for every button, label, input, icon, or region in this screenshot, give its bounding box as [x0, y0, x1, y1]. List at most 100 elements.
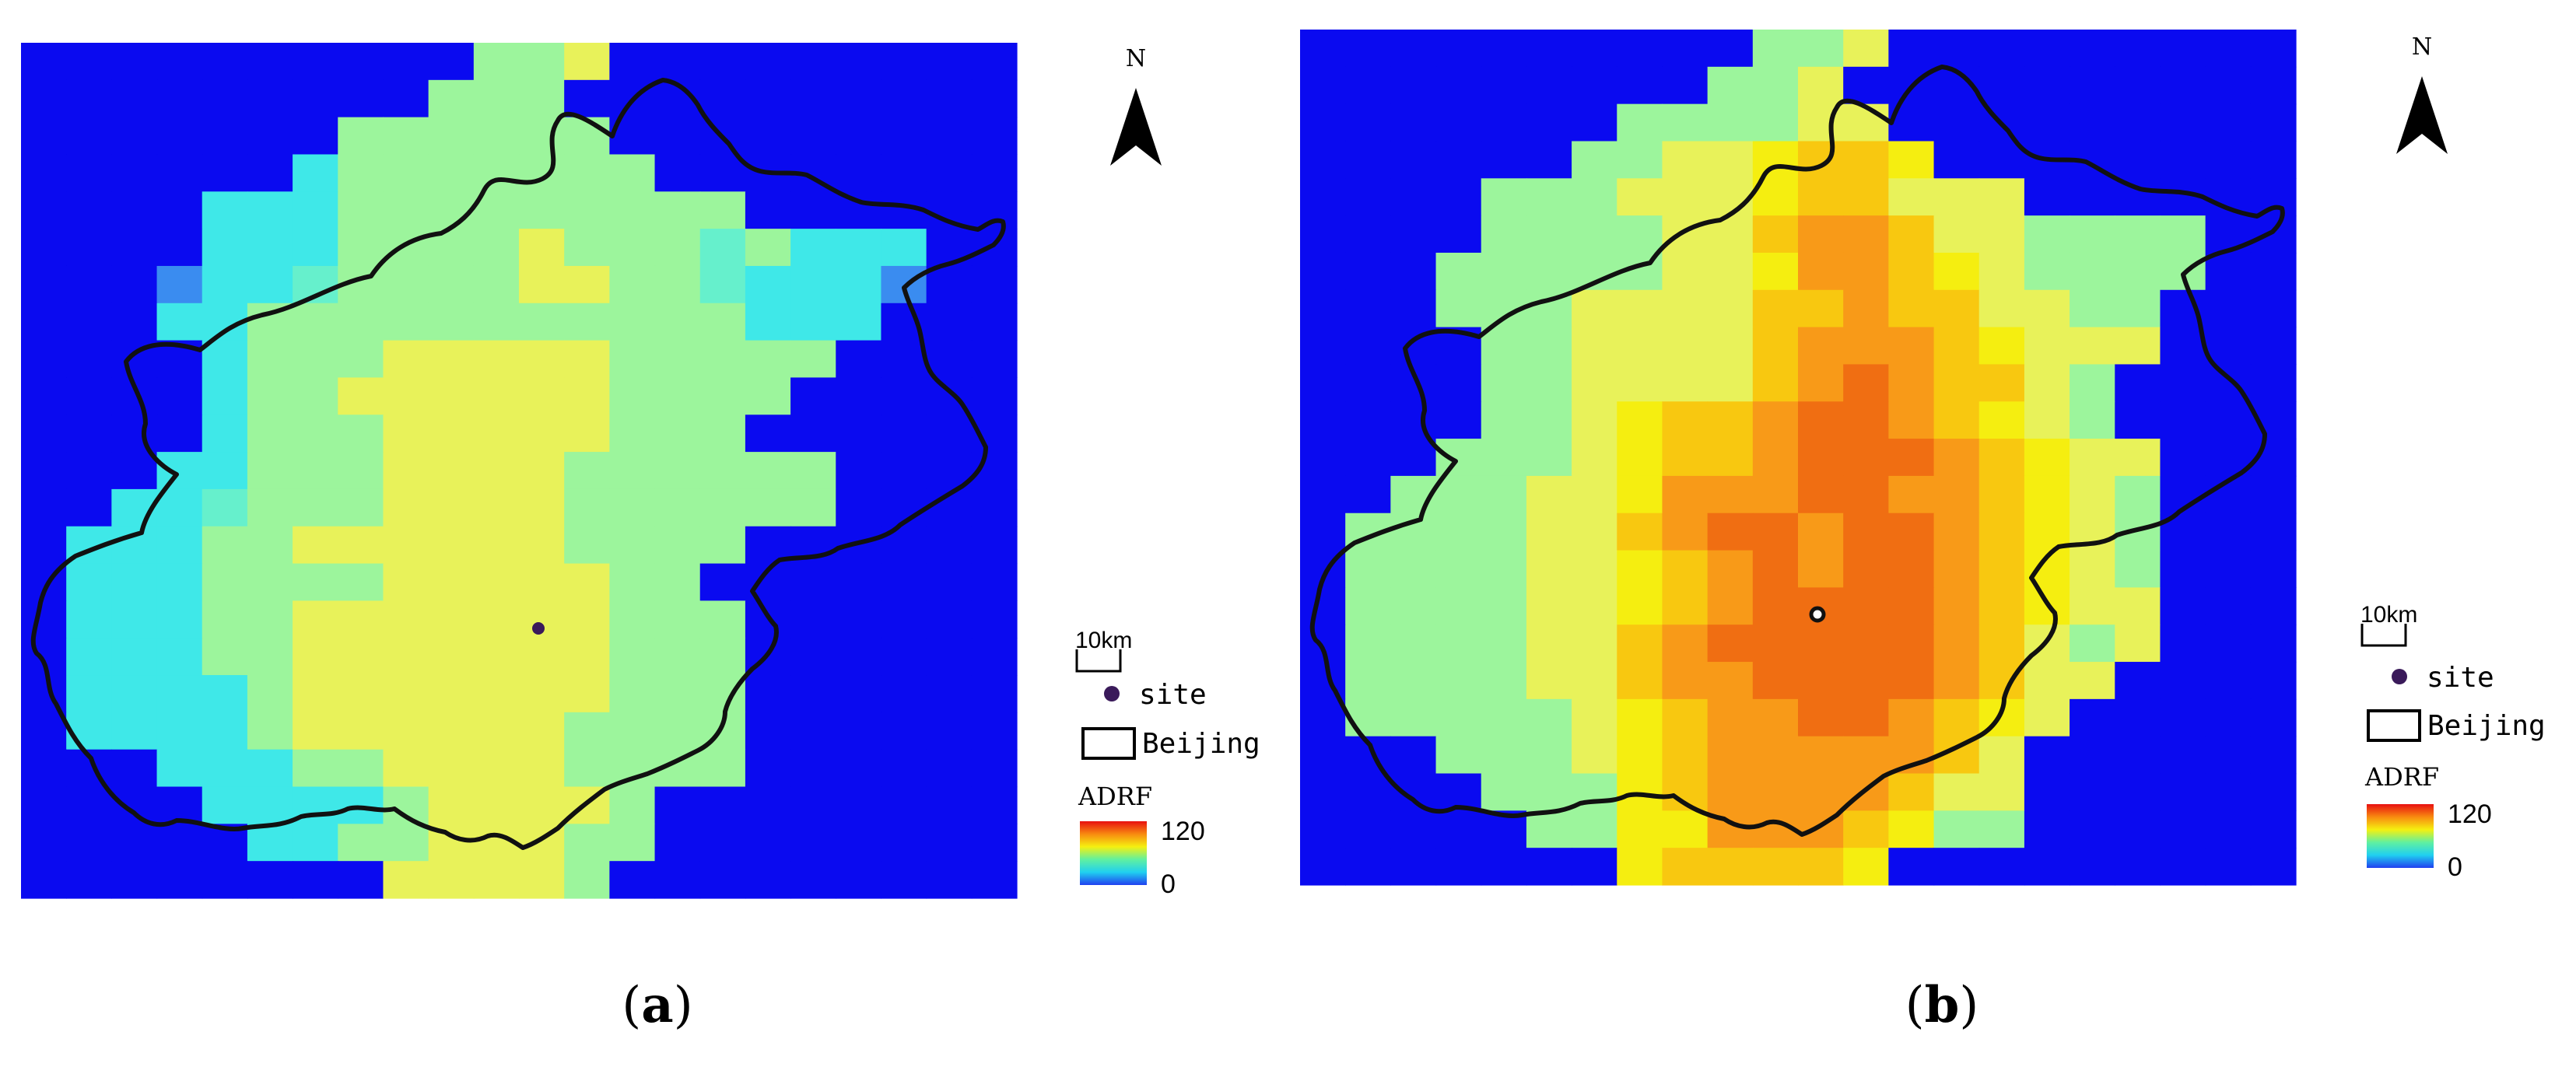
heatmap-cell	[1933, 773, 1980, 811]
heatmap-cell	[1933, 30, 1980, 68]
heatmap-cell	[21, 861, 67, 899]
heatmap-cell	[926, 303, 973, 341]
heatmap-cell	[654, 786, 701, 824]
heatmap-cell	[1481, 736, 1527, 775]
heatmap-cell	[1707, 401, 1754, 439]
heatmap-cell	[2205, 624, 2252, 663]
heatmap-cell	[1572, 848, 1617, 886]
heatmap-cell	[473, 526, 520, 565]
heatmap-cell	[1798, 439, 1844, 477]
heatmap-cell	[1345, 178, 1391, 216]
heatmap-cell	[1526, 215, 1572, 254]
heatmap-cell	[1933, 289, 1980, 328]
heatmap-cell	[111, 526, 158, 565]
heatmap-cell	[66, 265, 112, 304]
heatmap-cell	[473, 340, 520, 379]
heatmap-cell	[881, 824, 927, 862]
heatmap-cell	[699, 563, 746, 601]
heatmap-cell	[1526, 141, 1572, 179]
heatmap-cell	[926, 79, 973, 118]
heatmap-cell	[1526, 810, 1572, 848]
heatmap-cell	[202, 265, 248, 304]
heatmap-cell	[338, 600, 384, 638]
heatmap-cell	[1481, 624, 1527, 663]
heatmap-cell	[66, 43, 112, 81]
heatmap-cell	[1435, 30, 1482, 68]
legend: site Beijing ADRF 120 0	[2364, 662, 2546, 882]
heatmap-cell	[1798, 66, 1844, 105]
heatmap-cell	[2205, 848, 2252, 886]
heatmap-cell	[473, 415, 520, 453]
heatmap-cell	[2024, 662, 2070, 700]
heatmap-cell	[926, 749, 973, 788]
heatmap-cell	[1662, 624, 1709, 663]
heatmap-cell	[654, 861, 701, 899]
heatmap-cell	[473, 43, 520, 81]
heatmap-cell	[745, 191, 791, 229]
heatmap-cell	[21, 712, 67, 750]
color-ramp-title: ADRF	[1078, 782, 1152, 811]
heatmap-cell	[2160, 30, 2206, 68]
heatmap-cell	[519, 340, 565, 379]
heatmap-cell	[473, 117, 520, 156]
heatmap-cell	[1933, 662, 1980, 700]
heatmap-cell	[564, 675, 610, 713]
map-figure-a: N 10km site Beijing ADRF 120 0	[21, 43, 1260, 899]
heatmap-cell	[21, 303, 67, 341]
heatmap-cell	[1888, 401, 1935, 439]
heatmap-cell	[2160, 662, 2206, 700]
heatmap-cell	[1798, 327, 1844, 366]
adrf-heatmap-grid	[1300, 30, 2297, 886]
heatmap-cell	[790, 265, 836, 304]
heatmap-cell	[202, 229, 248, 267]
heatmap-cell	[1300, 103, 1346, 142]
heatmap-cell	[1617, 773, 1663, 811]
heatmap-cell	[564, 377, 610, 415]
heatmap-cell	[1390, 773, 1437, 811]
heatmap-cell	[836, 452, 882, 490]
heatmap-cell	[519, 712, 565, 750]
color-ramp-bar	[1080, 821, 1147, 885]
heatmap-cell	[609, 749, 656, 788]
heatmap-cell	[66, 824, 112, 862]
heatmap-cell	[1435, 662, 1482, 700]
heatmap-cell	[2115, 30, 2161, 68]
heatmap-cell	[745, 452, 791, 490]
heatmap-cell	[1435, 364, 1482, 402]
caption-b-letter: b	[1924, 976, 1960, 1034]
heatmap-cell	[1752, 401, 1799, 439]
heatmap-cell	[1662, 103, 1709, 142]
heatmap-cell	[519, 415, 565, 453]
heatmap-cell	[926, 786, 973, 824]
heatmap-cell	[1662, 513, 1709, 551]
heatmap-cell	[428, 600, 475, 638]
heatmap-cell	[2115, 289, 2161, 328]
heatmap-cell	[338, 749, 384, 788]
heatmap-cell	[1435, 66, 1482, 105]
heatmap-cell	[1390, 587, 1437, 625]
heatmap-cell	[21, 265, 67, 304]
heatmap-cell	[971, 303, 1018, 341]
heatmap-cell	[1933, 475, 1980, 514]
heatmap-cell	[609, 861, 656, 899]
heatmap-cell	[1843, 475, 1889, 514]
heatmap-cell	[1752, 439, 1799, 477]
heatmap-cell	[338, 79, 384, 118]
heatmap-cell	[519, 563, 565, 601]
heatmap-cell	[2070, 30, 2115, 68]
heatmap-cell	[66, 452, 112, 490]
heatmap-cell	[2250, 475, 2297, 514]
heatmap-cell	[202, 340, 248, 379]
heatmap-cell	[1752, 848, 1799, 886]
heatmap-cell	[971, 488, 1018, 527]
heatmap-cell	[836, 377, 882, 415]
heatmap-cell	[1707, 550, 1754, 588]
heatmap-cell	[1617, 439, 1663, 477]
heatmap-cell	[1435, 215, 1482, 254]
heatmap-cell	[1572, 662, 1617, 700]
heatmap-cell	[1662, 327, 1709, 366]
heatmap-cell	[745, 340, 791, 379]
legend: site Beijing ADRF 120 0	[1078, 679, 1260, 899]
heatmap-cell	[1435, 252, 1482, 291]
heatmap-cell	[428, 712, 475, 750]
